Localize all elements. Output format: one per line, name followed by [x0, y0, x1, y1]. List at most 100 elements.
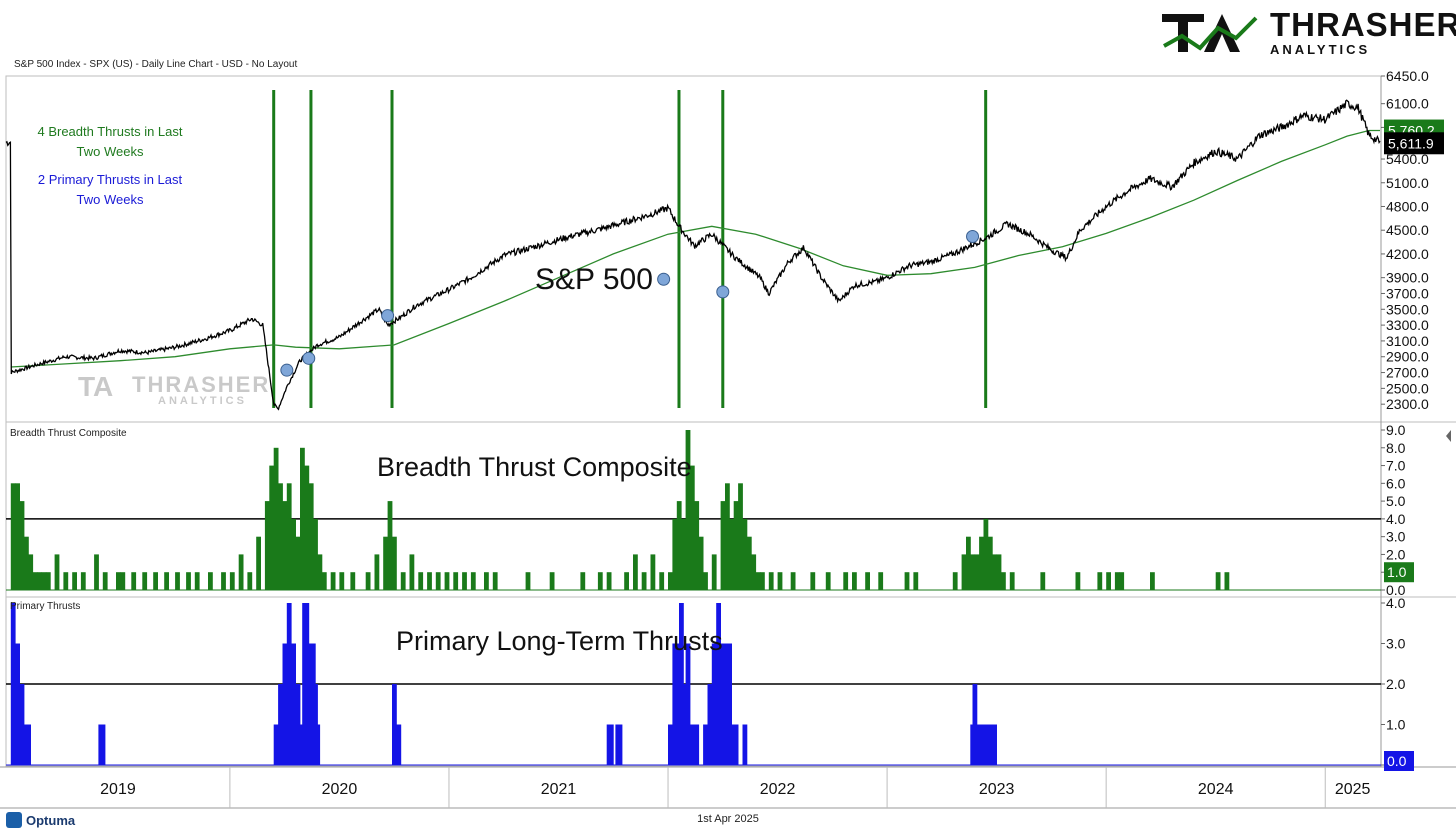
breadth-bar	[175, 572, 180, 590]
thrasher-logo: THRASHER ANALYTICS	[1160, 6, 1456, 57]
breadth-bar	[746, 536, 752, 590]
watermark-text: THRASHER	[132, 372, 270, 397]
breadth-bar	[961, 554, 967, 590]
breadth-bar	[387, 501, 393, 590]
breadth-bar	[273, 447, 279, 590]
primary-y-tick-label: 3.0	[1386, 636, 1406, 652]
breadth-bar	[427, 572, 432, 590]
breadth-bar	[94, 554, 99, 590]
breadth-bar	[1106, 572, 1111, 590]
primary-bar	[729, 724, 735, 765]
breadth-bar	[606, 572, 612, 590]
breadth-bar	[1150, 572, 1155, 590]
breadth-bar	[983, 518, 989, 590]
y-tick-label: 2500.0	[1386, 380, 1429, 396]
y-tick-label: 3100.0	[1386, 333, 1429, 349]
breadth-bar	[768, 572, 774, 590]
breadth-bar	[878, 572, 884, 590]
breadth-bar	[278, 483, 283, 590]
breadth-bar	[304, 465, 310, 590]
watermark-subtext: ANALYTICS	[158, 395, 247, 407]
price-line	[5, 99, 1381, 411]
breadth-bar	[966, 536, 971, 590]
optuma-logo-icon	[6, 812, 22, 828]
breadth-bar	[751, 554, 757, 590]
breadth-bar	[435, 572, 441, 590]
breadth-bar	[484, 572, 489, 590]
y-tick-label: 4800.0	[1386, 198, 1429, 214]
primary-last-value-box	[1384, 751, 1414, 771]
breadth-bar	[904, 572, 910, 590]
breadth-annotation-line1: 4 Breadth Thrusts in Last	[37, 124, 183, 139]
breadth-bar	[913, 572, 919, 590]
breadth-bar	[1075, 572, 1081, 590]
breadth-bar	[1224, 572, 1230, 590]
breadth-bar	[974, 554, 980, 590]
x-year-label: 2019	[100, 781, 136, 798]
breadth-bar	[549, 572, 555, 590]
breadth-bar	[470, 572, 476, 590]
breadth-last-value: 1.0	[1387, 564, 1407, 580]
x-year-label: 2024	[1198, 781, 1234, 798]
primary-bar	[703, 724, 708, 765]
y-tick-label: 6100.0	[1386, 96, 1429, 112]
primary-bar	[273, 724, 279, 765]
breadth-bar	[120, 572, 126, 590]
x-year-label: 2025	[1335, 781, 1371, 798]
breadth-bar	[282, 501, 288, 590]
breadth-bar	[37, 572, 42, 590]
primary-bar	[979, 724, 984, 765]
breadth-bar	[742, 518, 748, 590]
breadth-bar	[286, 483, 292, 590]
breadth-bar	[269, 465, 275, 590]
breadth-bar	[580, 572, 586, 590]
breadth-bar	[1097, 572, 1103, 590]
breadth-bar	[525, 572, 531, 590]
y-tick-label: 6450.0	[1386, 68, 1429, 84]
breadth-bar	[28, 554, 34, 590]
optuma-brand: Optuma	[26, 813, 76, 828]
breadth-bar	[365, 572, 371, 590]
y-tick-label: 3700.0	[1386, 285, 1429, 301]
breadth-y-tick-label: 8.0	[1386, 440, 1406, 456]
breadth-bar	[992, 554, 997, 590]
breadth-bar	[810, 572, 816, 590]
y-tick-label: 2900.0	[1386, 349, 1429, 365]
primary-bar	[987, 724, 993, 765]
breadth-bar	[116, 572, 121, 590]
y-tick-label: 4200.0	[1386, 246, 1429, 262]
breadth-bar	[19, 501, 25, 590]
breadth-bar	[738, 483, 743, 590]
primary-bar	[727, 643, 732, 765]
breadth-bar	[63, 572, 69, 590]
primary-bar	[974, 724, 980, 765]
x-year-label: 2021	[541, 781, 577, 798]
primary-y-tick-label: 4.0	[1386, 595, 1406, 611]
breadth-bar	[291, 518, 296, 590]
breadth-bar	[80, 572, 86, 590]
y-tick-label: 3300.0	[1386, 317, 1429, 333]
breadth-bar	[350, 572, 356, 590]
primary-bar	[278, 684, 283, 765]
breadth-bar	[339, 572, 345, 590]
breadth-bar	[650, 554, 656, 590]
breadth-bar	[444, 572, 450, 590]
breadth-thrust-annotation: 4 Breadth Thrusts in Last Two Weeks	[10, 122, 210, 162]
breadth-bar	[777, 572, 783, 590]
breadth-bar	[374, 554, 380, 590]
primary-bar	[733, 724, 739, 765]
breadth-bar	[1040, 572, 1046, 590]
breadth-y-tick-label: 2.0	[1386, 546, 1406, 562]
breadth-bar	[330, 572, 336, 590]
breadth-bar	[317, 554, 323, 590]
breadth-bar	[409, 554, 415, 590]
breadth-bar	[321, 572, 327, 590]
breadth-bar	[256, 536, 261, 590]
primary-bar	[689, 724, 695, 765]
primary-annotation-line2: Two Weeks	[76, 192, 144, 207]
primary-y-tick-label: 1.0	[1386, 717, 1406, 733]
breadth-bar	[694, 501, 700, 590]
plot-frame	[5, 75, 1382, 767]
breadth-bar	[10, 483, 16, 590]
